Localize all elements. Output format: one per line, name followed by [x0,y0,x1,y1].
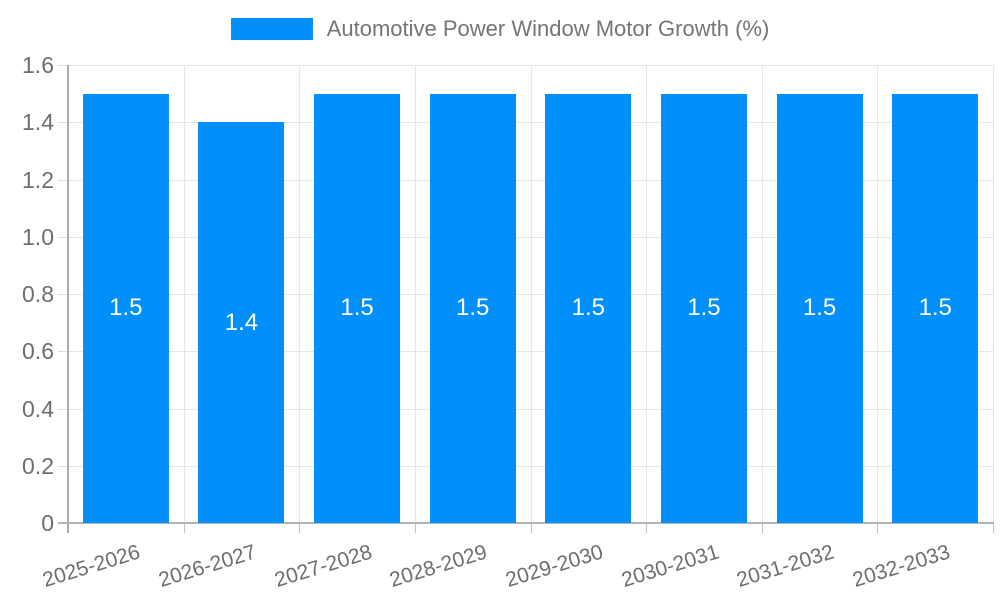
x-tick-label: 2025-2026 [40,540,144,592]
x-tick-mark [877,523,879,533]
bar [429,93,516,523]
y-tick-label: 1.2 [22,166,54,193]
bar [82,93,169,523]
y-axis-line [67,65,69,533]
bar-value-label: 1.5 [456,294,490,322]
x-tick-mark [183,523,185,533]
bar-value-label: 1.5 [340,294,374,322]
x-gridline [299,65,301,523]
x-gridline [993,65,994,523]
legend-swatch[interactable] [230,18,313,40]
bar [892,93,979,523]
y-tick-mark [58,122,68,124]
y-tick-label: 1.4 [22,109,54,136]
bar-value-label: 1.5 [802,294,837,322]
y-tick-mark [58,236,68,238]
bar [545,93,632,523]
y-tick-mark [58,294,68,295]
bar [660,93,747,523]
x-gridline [761,65,763,523]
x-tick-mark [414,523,416,533]
x-tick-label: 2029-2030 [502,540,606,592]
y-gridline [68,65,993,66]
x-tick-mark [993,523,994,533]
x-gridline [183,65,185,523]
x-gridline [646,65,648,523]
bar [314,93,401,523]
bar-value-label: 1.5 [918,294,952,322]
legend-label[interactable]: Automotive Power Window Motor Growth (%) [326,16,770,41]
x-tick-mark [299,523,301,533]
y-tick-label: 0.8 [22,281,54,307]
y-tick-mark [58,179,68,181]
y-tick-label: 1.6 [22,52,54,78]
x-tick-label: 2030-2031 [618,540,722,592]
bar-value-label: 1.5 [687,294,721,322]
x-tick-label: 2026-2027 [156,540,259,592]
x-tick-mark [530,523,532,533]
y-tick-mark [58,351,68,353]
x-tick-label: 2028-2029 [387,540,491,592]
y-tick-mark [58,465,68,467]
x-gridline [530,65,532,523]
bar-value-label: 1.5 [571,294,605,322]
x-gridline [414,65,416,523]
bar-value-label: 1.4 [224,308,259,336]
y-tick-label: 1.0 [22,223,54,250]
x-tick-label: 2032-2033 [849,540,953,592]
x-tick-mark [646,523,648,533]
y-tick-label: 0 [41,510,54,536]
y-tick-mark [58,523,68,524]
bar-value-label: 1.5 [109,294,143,322]
y-tick-label: 0.6 [22,338,54,365]
x-gridline [877,65,879,523]
x-tick-label: 2027-2028 [271,540,375,592]
y-tick-label: 0.2 [22,452,54,479]
x-tick-mark [761,523,763,533]
chart-legend: Automotive Power Window Motor Growth (%) [0,16,1000,42]
bar [776,93,863,523]
y-tick-mark [58,408,68,410]
y-tick-label: 0.4 [22,395,54,422]
y-tick-mark [58,65,68,66]
x-tick-label: 2031-2032 [734,540,837,592]
bar [198,122,285,523]
